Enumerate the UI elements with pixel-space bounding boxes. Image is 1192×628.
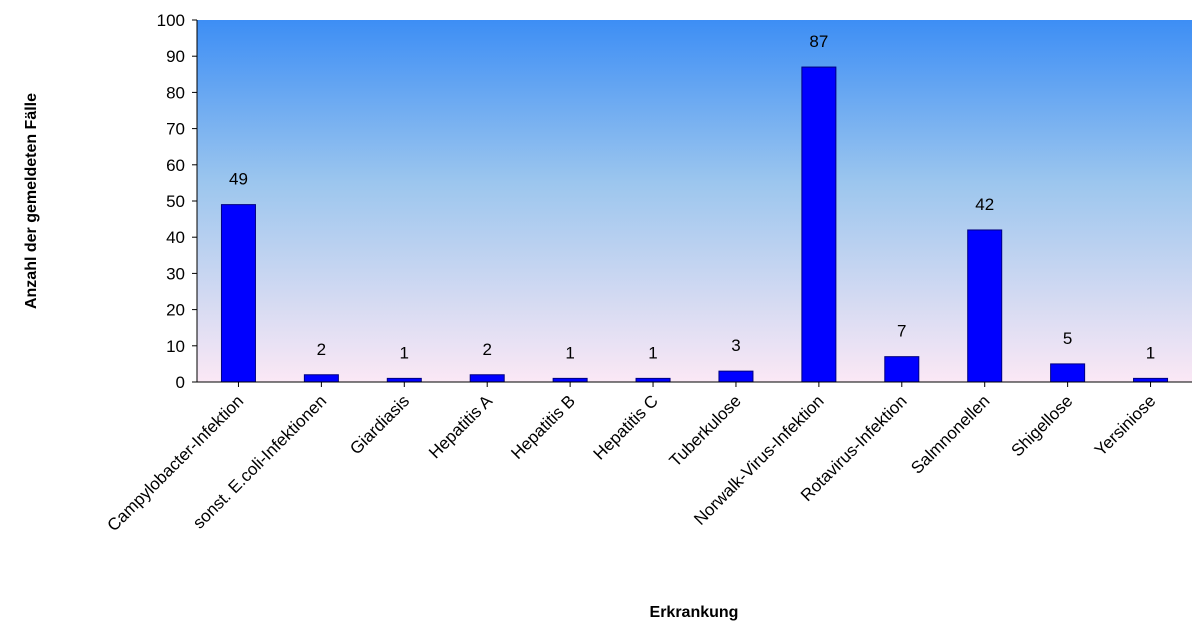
x-tick-label: Giardiasis bbox=[346, 391, 413, 458]
x-tick-label: Yersiniose bbox=[1091, 391, 1159, 459]
data-label: 1 bbox=[400, 343, 409, 362]
bar bbox=[469, 374, 505, 383]
plot-area bbox=[197, 20, 1192, 382]
x-tick-label: Hepatitis B bbox=[507, 391, 579, 463]
y-tick-label: 20 bbox=[166, 301, 185, 320]
bar bbox=[884, 356, 920, 383]
y-tick-label: 90 bbox=[166, 47, 185, 66]
data-label: 2 bbox=[317, 340, 326, 359]
x-tick-label: Hepatitis A bbox=[425, 391, 496, 462]
data-label: 49 bbox=[229, 170, 248, 189]
data-label: 1 bbox=[648, 343, 657, 362]
y-tick-label: 40 bbox=[166, 228, 185, 247]
y-tick-label: 30 bbox=[166, 264, 185, 283]
y-tick-label: 0 bbox=[176, 373, 185, 392]
y-ticks-group: 0 10 20 30 40 50 60 70 80 90 100 bbox=[157, 11, 197, 392]
bar bbox=[1133, 377, 1169, 383]
y-tick-label: 70 bbox=[166, 120, 185, 139]
data-label: 5 bbox=[1063, 329, 1072, 348]
bar bbox=[220, 204, 256, 383]
y-tick-label: 60 bbox=[166, 156, 185, 175]
bar bbox=[552, 377, 588, 383]
data-label: 7 bbox=[897, 322, 906, 341]
data-labels-group: 49 2 1 2 1 1 3 87 7 42 5 1 bbox=[229, 32, 1155, 362]
x-tick-label: Campylobacter-Infektion bbox=[104, 391, 248, 535]
bar bbox=[801, 66, 837, 383]
bar bbox=[635, 377, 671, 383]
bar bbox=[1050, 363, 1086, 383]
data-label: 42 bbox=[975, 195, 994, 214]
x-tick-label: Salmnonellen bbox=[907, 391, 993, 477]
bar bbox=[967, 229, 1003, 383]
bar bbox=[303, 374, 339, 383]
y-tick-label: 10 bbox=[166, 337, 185, 356]
y-tick-label: 100 bbox=[157, 11, 185, 30]
x-tick-label: Tuberkulose bbox=[666, 391, 745, 470]
bar bbox=[718, 370, 754, 383]
data-label: 3 bbox=[731, 336, 740, 355]
y-axis-title: Anzahl der gemeldeten Fälle bbox=[23, 93, 40, 309]
y-tick-label: 50 bbox=[166, 192, 185, 211]
data-label: 87 bbox=[809, 32, 828, 51]
x-axis-title: Erkrankung bbox=[650, 604, 739, 621]
x-tick-label: Hepatitis C bbox=[590, 391, 662, 463]
data-label: 1 bbox=[1146, 343, 1155, 362]
data-label: 1 bbox=[565, 343, 574, 362]
data-label: 2 bbox=[482, 340, 491, 359]
x-tick-label: sonst. E.coli-Infektionen bbox=[189, 391, 330, 532]
x-tick-label: Shigellose bbox=[1008, 391, 1077, 460]
y-tick-label: 80 bbox=[166, 83, 185, 102]
bar bbox=[386, 377, 422, 383]
